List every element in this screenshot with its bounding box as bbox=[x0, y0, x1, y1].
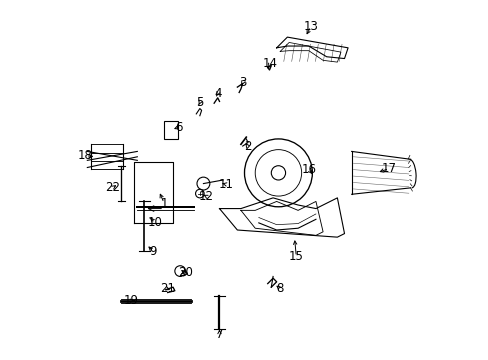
Text: 8: 8 bbox=[276, 283, 284, 296]
Text: 21: 21 bbox=[160, 283, 175, 296]
Text: 22: 22 bbox=[104, 181, 120, 194]
Text: 16: 16 bbox=[302, 163, 316, 176]
Text: 13: 13 bbox=[303, 20, 318, 33]
Text: 1: 1 bbox=[160, 197, 167, 210]
Text: 17: 17 bbox=[381, 162, 396, 175]
Text: 3: 3 bbox=[239, 76, 246, 89]
Text: 15: 15 bbox=[288, 250, 303, 263]
Text: 19: 19 bbox=[123, 294, 138, 307]
Text: 4: 4 bbox=[214, 87, 221, 100]
Text: 12: 12 bbox=[198, 190, 213, 203]
Text: 20: 20 bbox=[178, 266, 193, 279]
Text: 14: 14 bbox=[262, 57, 277, 70]
Text: 9: 9 bbox=[149, 245, 157, 258]
Text: 6: 6 bbox=[175, 121, 182, 134]
Text: 18: 18 bbox=[78, 149, 93, 162]
Text: 7: 7 bbox=[215, 328, 223, 341]
Text: 11: 11 bbox=[218, 178, 233, 191]
Text: 5: 5 bbox=[196, 96, 203, 109]
Text: 10: 10 bbox=[147, 216, 163, 229]
Text: 2: 2 bbox=[244, 140, 251, 153]
